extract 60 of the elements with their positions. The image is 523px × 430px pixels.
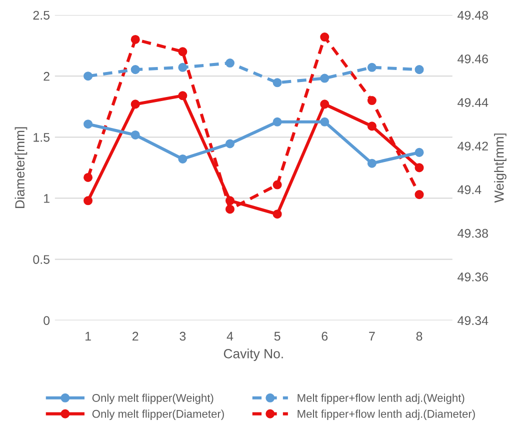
point — [225, 139, 235, 148]
y2-tick-label: 49.34 — [458, 316, 488, 325]
point — [272, 210, 282, 219]
point — [272, 180, 282, 190]
point — [178, 62, 188, 72]
point — [84, 196, 93, 206]
legend-label: Melt fipper+flow lenth adj.(Diameter) — [298, 410, 475, 420]
y2-tick-label: 49.38 — [458, 228, 488, 238]
point — [320, 74, 330, 83]
y2-tick-label: 49.46 — [458, 54, 488, 64]
legend-label: Only melt flipper(Diameter) — [92, 410, 224, 420]
point — [130, 130, 140, 140]
point — [272, 117, 282, 126]
y-tick-label: 0 — [44, 316, 50, 325]
x-tick-label: 6 — [322, 332, 328, 341]
y2-tick-label: 49.48 — [458, 10, 488, 20]
point — [84, 172, 93, 182]
y-tick-label: 1.5 — [34, 133, 50, 142]
x-tick-label: 1 — [86, 332, 91, 341]
legend-label: Only melt flipper(Weight) — [92, 394, 214, 404]
point — [272, 78, 282, 88]
y2-tick-label: 49.42 — [458, 142, 488, 151]
point — [225, 58, 235, 68]
y-tick-label: 2.5 — [33, 10, 50, 20]
point — [130, 65, 140, 74]
x-tick-label: 2 — [132, 332, 138, 341]
point — [130, 100, 140, 109]
x-tick-label: 8 — [416, 332, 422, 341]
point — [178, 91, 188, 100]
point — [414, 65, 424, 74]
y2-tick-label: 49.44 — [458, 98, 488, 107]
point — [320, 32, 330, 42]
point — [178, 47, 188, 56]
point — [178, 154, 188, 164]
point — [84, 120, 93, 129]
point — [367, 122, 376, 131]
y-tick-label: 2 — [44, 72, 50, 81]
point — [367, 96, 376, 106]
y2-axis-title: Weight[mm] — [494, 134, 506, 203]
y2-tick-label: 49.36 — [458, 272, 488, 282]
point — [367, 62, 376, 72]
point — [320, 117, 330, 126]
point — [225, 204, 235, 214]
x-tick-label: 4 — [226, 332, 234, 341]
y-tick-label: 0.5 — [33, 255, 50, 264]
legend-label: Melt fipper+flow lenth adj.(Weight) — [298, 394, 464, 404]
point — [320, 100, 330, 109]
point — [414, 190, 424, 200]
y2-tick-label: 49.4 — [458, 185, 482, 194]
x-axis-title: Cavity No. — [224, 348, 283, 361]
point — [414, 163, 424, 172]
y-axis-title: Diameter[mm] — [14, 127, 28, 208]
point — [367, 158, 376, 168]
point — [130, 34, 140, 44]
point — [84, 72, 93, 81]
y-tick-label: 1 — [44, 194, 50, 203]
x-tick-label: 3 — [180, 332, 186, 341]
x-tick-label: 7 — [369, 332, 375, 341]
point — [414, 148, 424, 157]
x-tick-label: 5 — [274, 332, 280, 341]
